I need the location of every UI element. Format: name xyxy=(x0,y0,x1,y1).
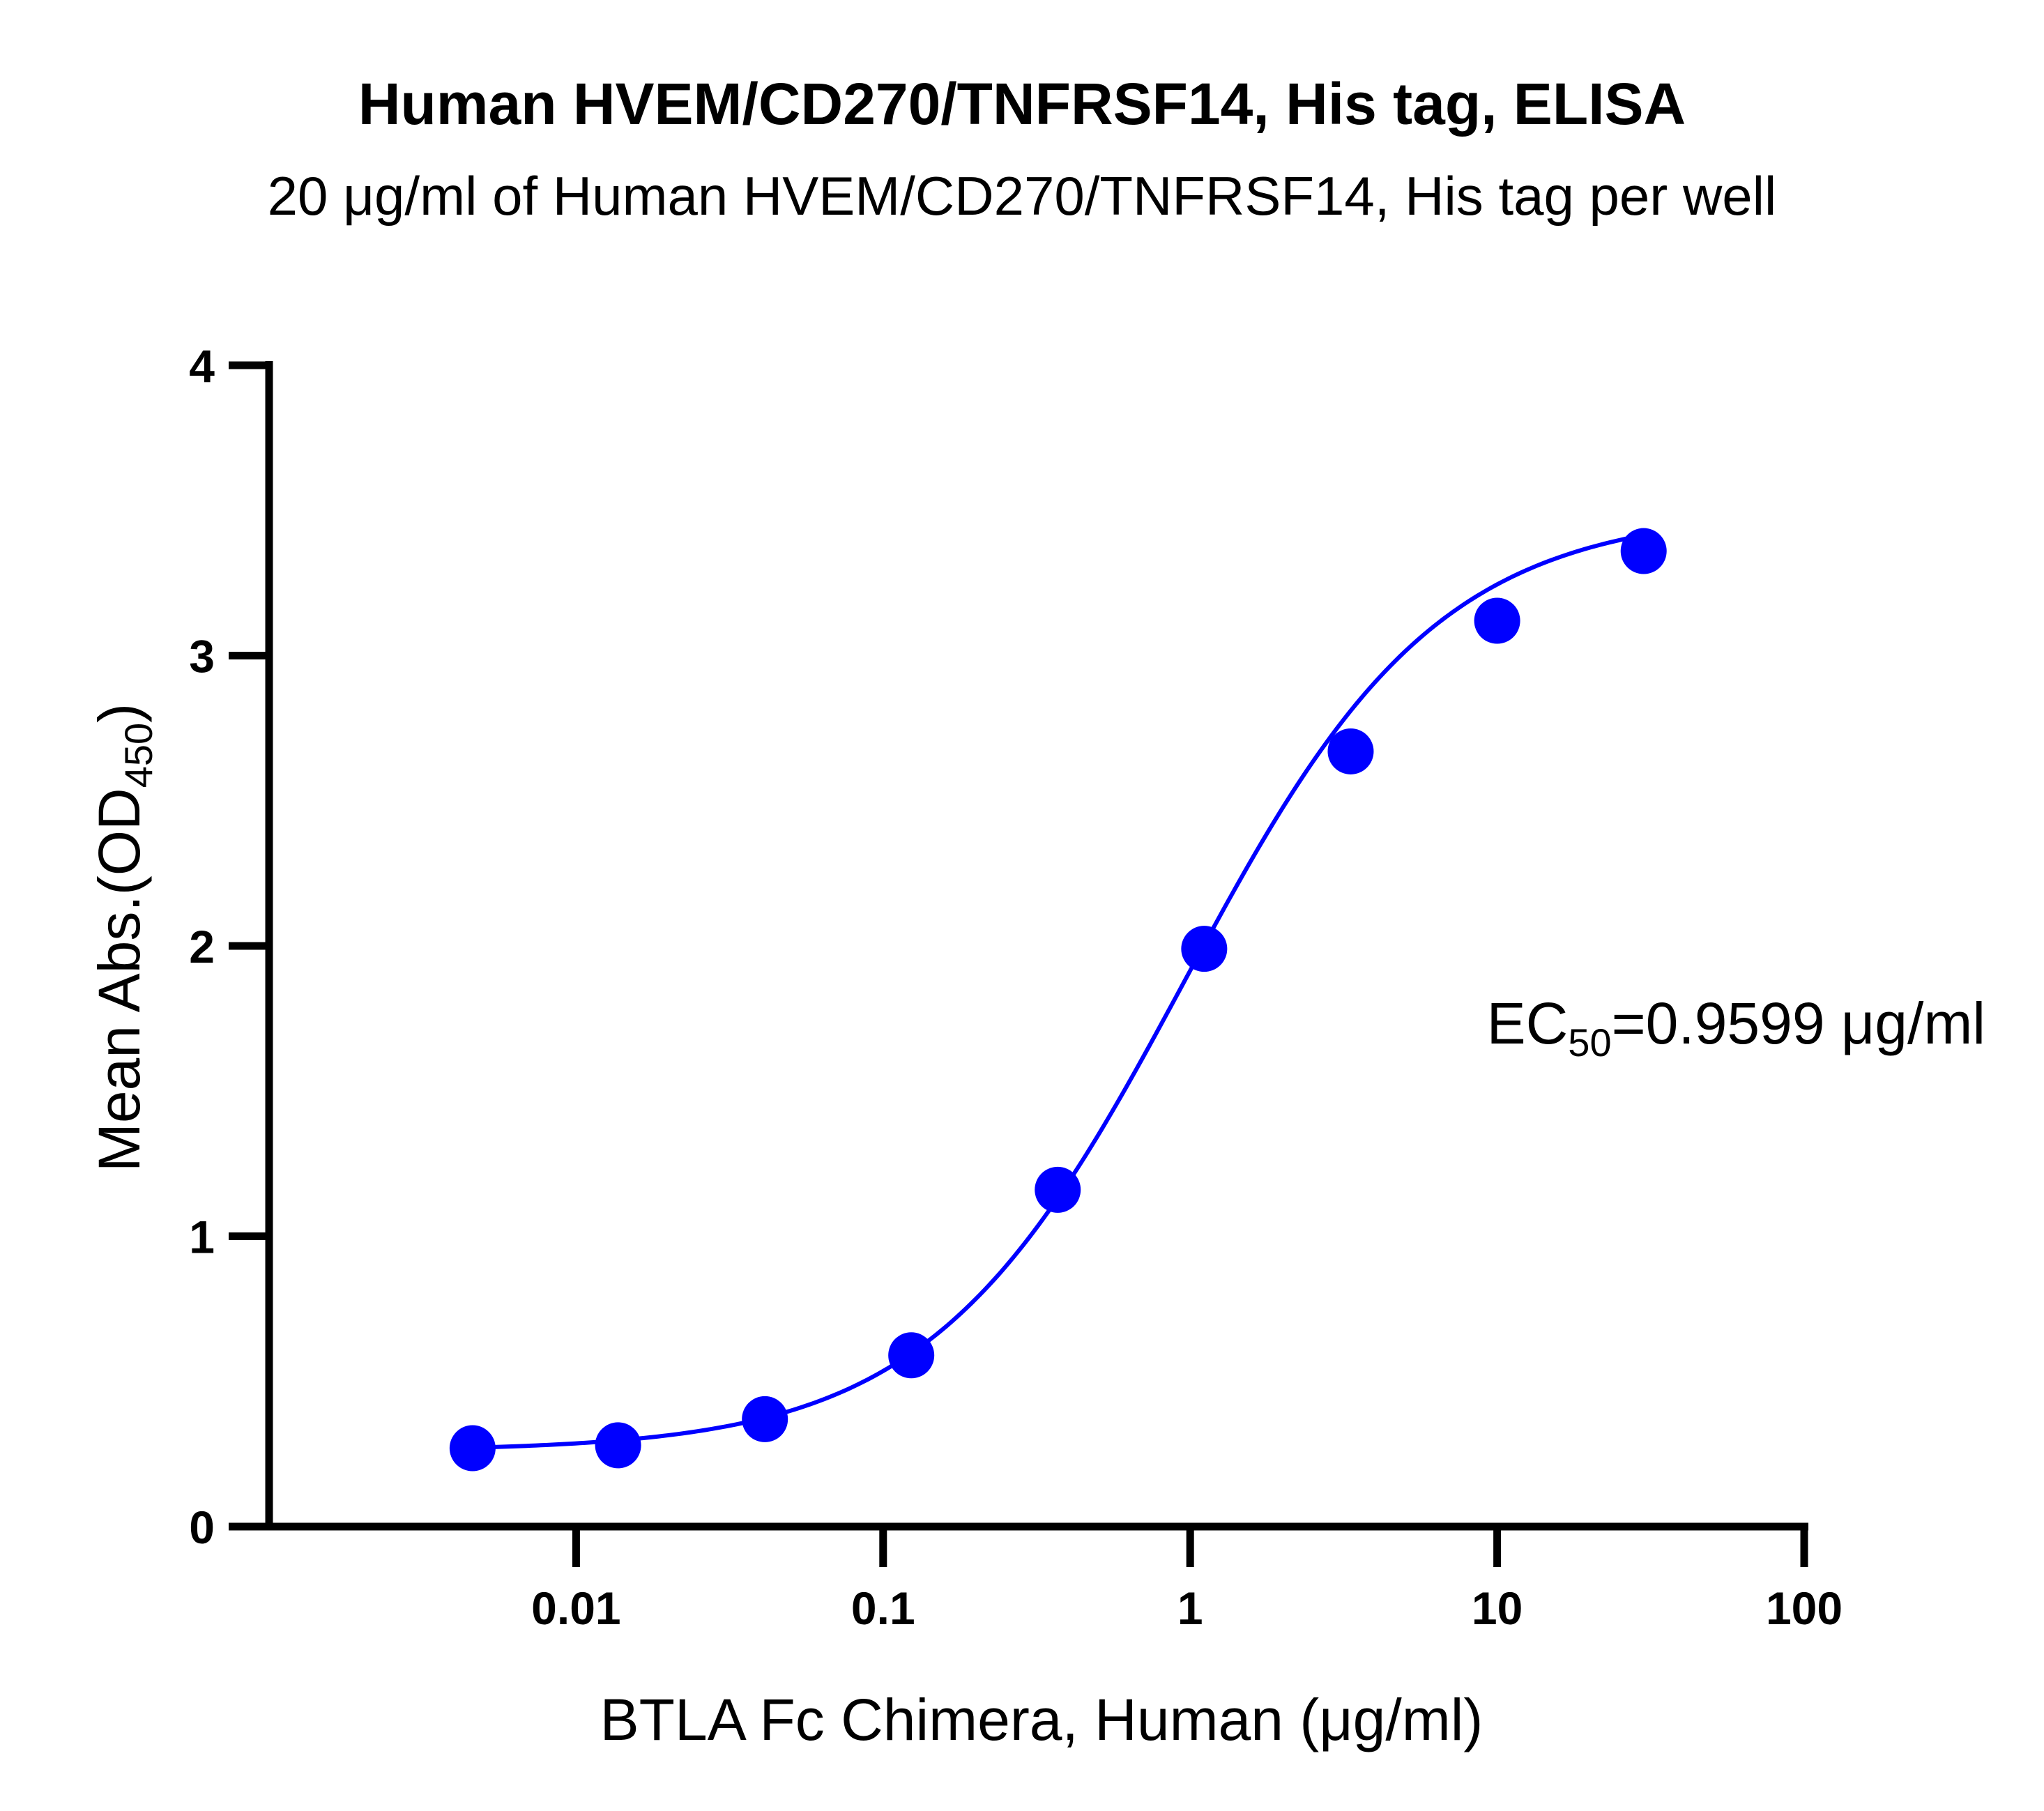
chart-subtitle: 20 μg/ml of Human HVEM/CD270/TNFRSF14, H… xyxy=(268,165,1777,227)
data-point xyxy=(1327,728,1374,774)
chart-title: Human HVEM/CD270/TNFRSF14, His tag, ELIS… xyxy=(358,71,1686,137)
x-tick-label: 0.01 xyxy=(531,1582,620,1634)
data-point xyxy=(595,1422,641,1469)
y-tick-label: 3 xyxy=(189,631,215,682)
data-point xyxy=(449,1425,496,1472)
x-axis-label: BTLA Fc Chimera, Human (μg/ml) xyxy=(600,1687,1484,1752)
data-point xyxy=(1035,1166,1081,1213)
data-point xyxy=(742,1396,788,1442)
y-axis-label-close: ) xyxy=(86,703,152,723)
y-axis-label-subscript: 450 xyxy=(116,723,160,788)
data-point xyxy=(888,1332,935,1379)
data-point xyxy=(1620,528,1667,574)
y-axis-label-main: Mean Abs.(OD xyxy=(86,788,152,1172)
ec50-prefix: EC xyxy=(1487,991,1569,1056)
data-point xyxy=(1474,597,1520,644)
y-tick-label: 2 xyxy=(189,921,215,972)
x-tick-label: 0.1 xyxy=(851,1582,915,1634)
x-tick-label: 100 xyxy=(1766,1582,1843,1634)
y-tick-label: 1 xyxy=(189,1212,215,1263)
x-tick-label: 1 xyxy=(1177,1582,1203,1634)
plot-area: 0 1 2 3 4 0.01 0.1 1 10 100 xyxy=(189,340,1843,1634)
y-tick-label: 4 xyxy=(189,340,215,392)
ec50-subscript: 50 xyxy=(1568,1021,1611,1064)
x-tick-label: 10 xyxy=(1472,1582,1523,1634)
fit-curve xyxy=(472,533,1645,1450)
data-point xyxy=(1181,926,1228,972)
ec50-annotation: EC50=0.9599 μg/ml xyxy=(1487,991,1985,1064)
ec50-value: =0.9599 μg/ml xyxy=(1612,991,1985,1056)
y-axis-label: Mean Abs.(OD450) xyxy=(86,703,160,1172)
y-tick-label: 0 xyxy=(189,1501,215,1553)
